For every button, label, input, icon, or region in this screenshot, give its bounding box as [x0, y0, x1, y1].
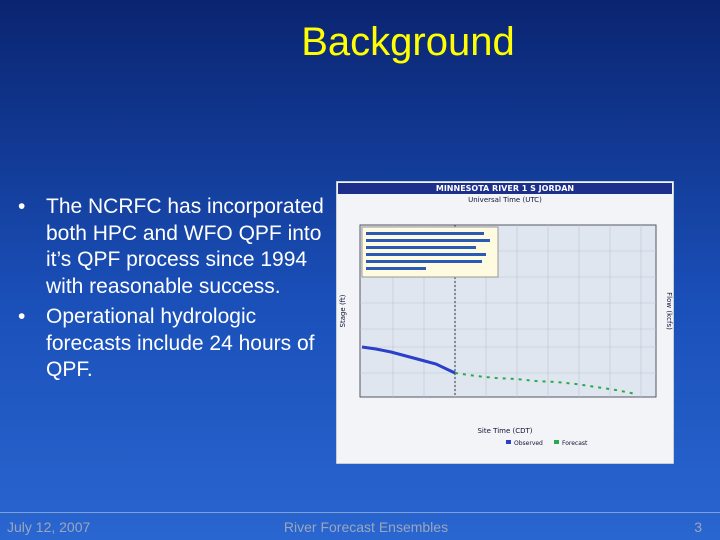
bullet: Operational hydrologic forecasts include… — [14, 304, 332, 384]
top-axis-label: Universal Time (UTC) — [468, 196, 542, 204]
info-box-lines — [366, 232, 490, 270]
right-axis-label: Flow (kcfs) — [665, 292, 673, 330]
figure-title: MINNESOTA RIVER 1 S JORDAN — [436, 184, 574, 193]
page-number: 3 — [694, 519, 702, 535]
bullet: The NCRFC has incorporated both HPC and … — [14, 194, 332, 300]
observed-line — [361, 345, 456, 375]
left-axis-label: Stage (ft) — [339, 294, 347, 327]
footer-date: July 12, 2007 — [7, 519, 91, 535]
bottom-axis-label: Site Time (CDT) — [477, 427, 532, 435]
slide-title: Background — [301, 20, 515, 64]
footer-center: River Forecast Ensembles — [283, 519, 449, 535]
legend-swatch — [554, 440, 559, 444]
figure-header — [338, 183, 672, 194]
legend-entry: Observed — [514, 440, 543, 447]
legend-entry: Forecast — [562, 440, 588, 447]
footer-rule — [0, 512, 720, 513]
hydrograph-figure: MINNESOTA RIVER 1 S JORDAN Universal Tim… — [336, 181, 674, 464]
legend-swatch — [506, 440, 511, 444]
bullet-list: The NCRFC has incorporated both HPC and … — [14, 194, 332, 388]
